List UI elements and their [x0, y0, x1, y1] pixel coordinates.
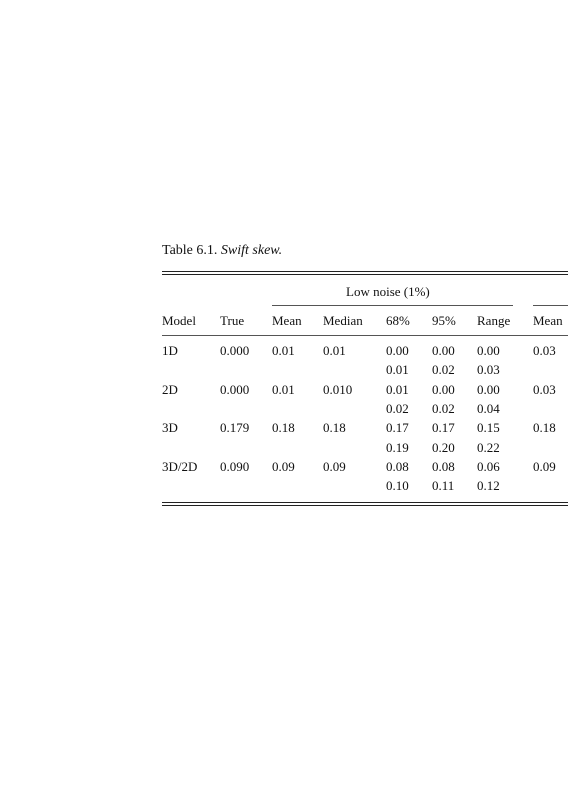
cell: 0.00	[477, 381, 500, 397]
cell: 0.01	[386, 381, 409, 397]
group-header: Low noise (1%)	[346, 284, 430, 299]
header-rule	[162, 335, 568, 336]
cell: 0.18	[533, 420, 556, 436]
cell: 3D	[162, 420, 178, 436]
top-rule	[162, 271, 568, 272]
cell: 0.03	[477, 362, 500, 378]
group-rule	[272, 305, 513, 306]
column-header: Mean	[533, 313, 563, 328]
cell: 0.010	[323, 381, 353, 397]
cell: 2D	[162, 381, 178, 397]
cell: 0.11	[432, 478, 455, 494]
cell: 0.02	[432, 362, 455, 378]
cell: 0.03	[533, 343, 556, 358]
cell: 0.09	[533, 459, 556, 475]
cell: 0.08	[386, 459, 409, 475]
cell: 0.22	[477, 439, 500, 455]
cell: 3D/2D	[162, 459, 198, 475]
column-header: Model	[162, 313, 196, 328]
cell: 1D	[162, 343, 178, 358]
cell: 0.179	[220, 420, 250, 436]
bottom-rule	[162, 505, 568, 506]
cell: 0.00	[432, 343, 455, 358]
cell: 0.00	[386, 343, 409, 358]
cell: 0.12	[477, 478, 500, 494]
cell: 0.000	[220, 381, 250, 397]
column-header: True	[220, 313, 245, 328]
cell: 0.19	[386, 439, 409, 455]
bottom-rule	[162, 502, 568, 503]
cell: 0.03	[533, 381, 556, 397]
column-header: 95%	[432, 313, 456, 328]
cell: 0.18	[323, 420, 346, 436]
cell: 0.09	[272, 459, 295, 475]
cell: 0.04	[477, 401, 500, 416]
cell: 0.10	[386, 478, 409, 494]
cell: 0.20	[432, 439, 455, 455]
cell: 0.090	[220, 459, 250, 475]
top-rule	[162, 274, 568, 275]
cell: 0.02	[386, 401, 409, 416]
cell: 0.01	[386, 362, 409, 378]
cell: 0.15	[477, 420, 500, 436]
caption-label: Table 6.1.	[162, 243, 218, 258]
cell: 0.02	[432, 401, 455, 416]
column-header: Range	[477, 313, 511, 328]
cell: 0.08	[432, 459, 455, 475]
cell: 0.01	[323, 343, 346, 358]
cell: 0.00	[432, 381, 455, 397]
cell: 0.06	[477, 459, 500, 475]
cell: 0.000	[220, 343, 250, 358]
group-rule	[533, 305, 568, 306]
cell: 0.18	[272, 420, 295, 436]
column-header: Mean	[272, 313, 302, 328]
caption: Table 6.1. Swift skew.	[162, 243, 282, 259]
cell: 0.09	[323, 459, 346, 475]
cell: 0.17	[432, 420, 455, 436]
cell: 0.01	[272, 381, 295, 397]
cell: 0.01	[272, 343, 295, 358]
column-header: Median	[323, 313, 363, 328]
cell: 0.17	[386, 420, 409, 436]
cell: 0.00	[477, 343, 500, 358]
caption-title: Swift skew.	[220, 243, 283, 258]
column-header: 68%	[386, 313, 410, 328]
